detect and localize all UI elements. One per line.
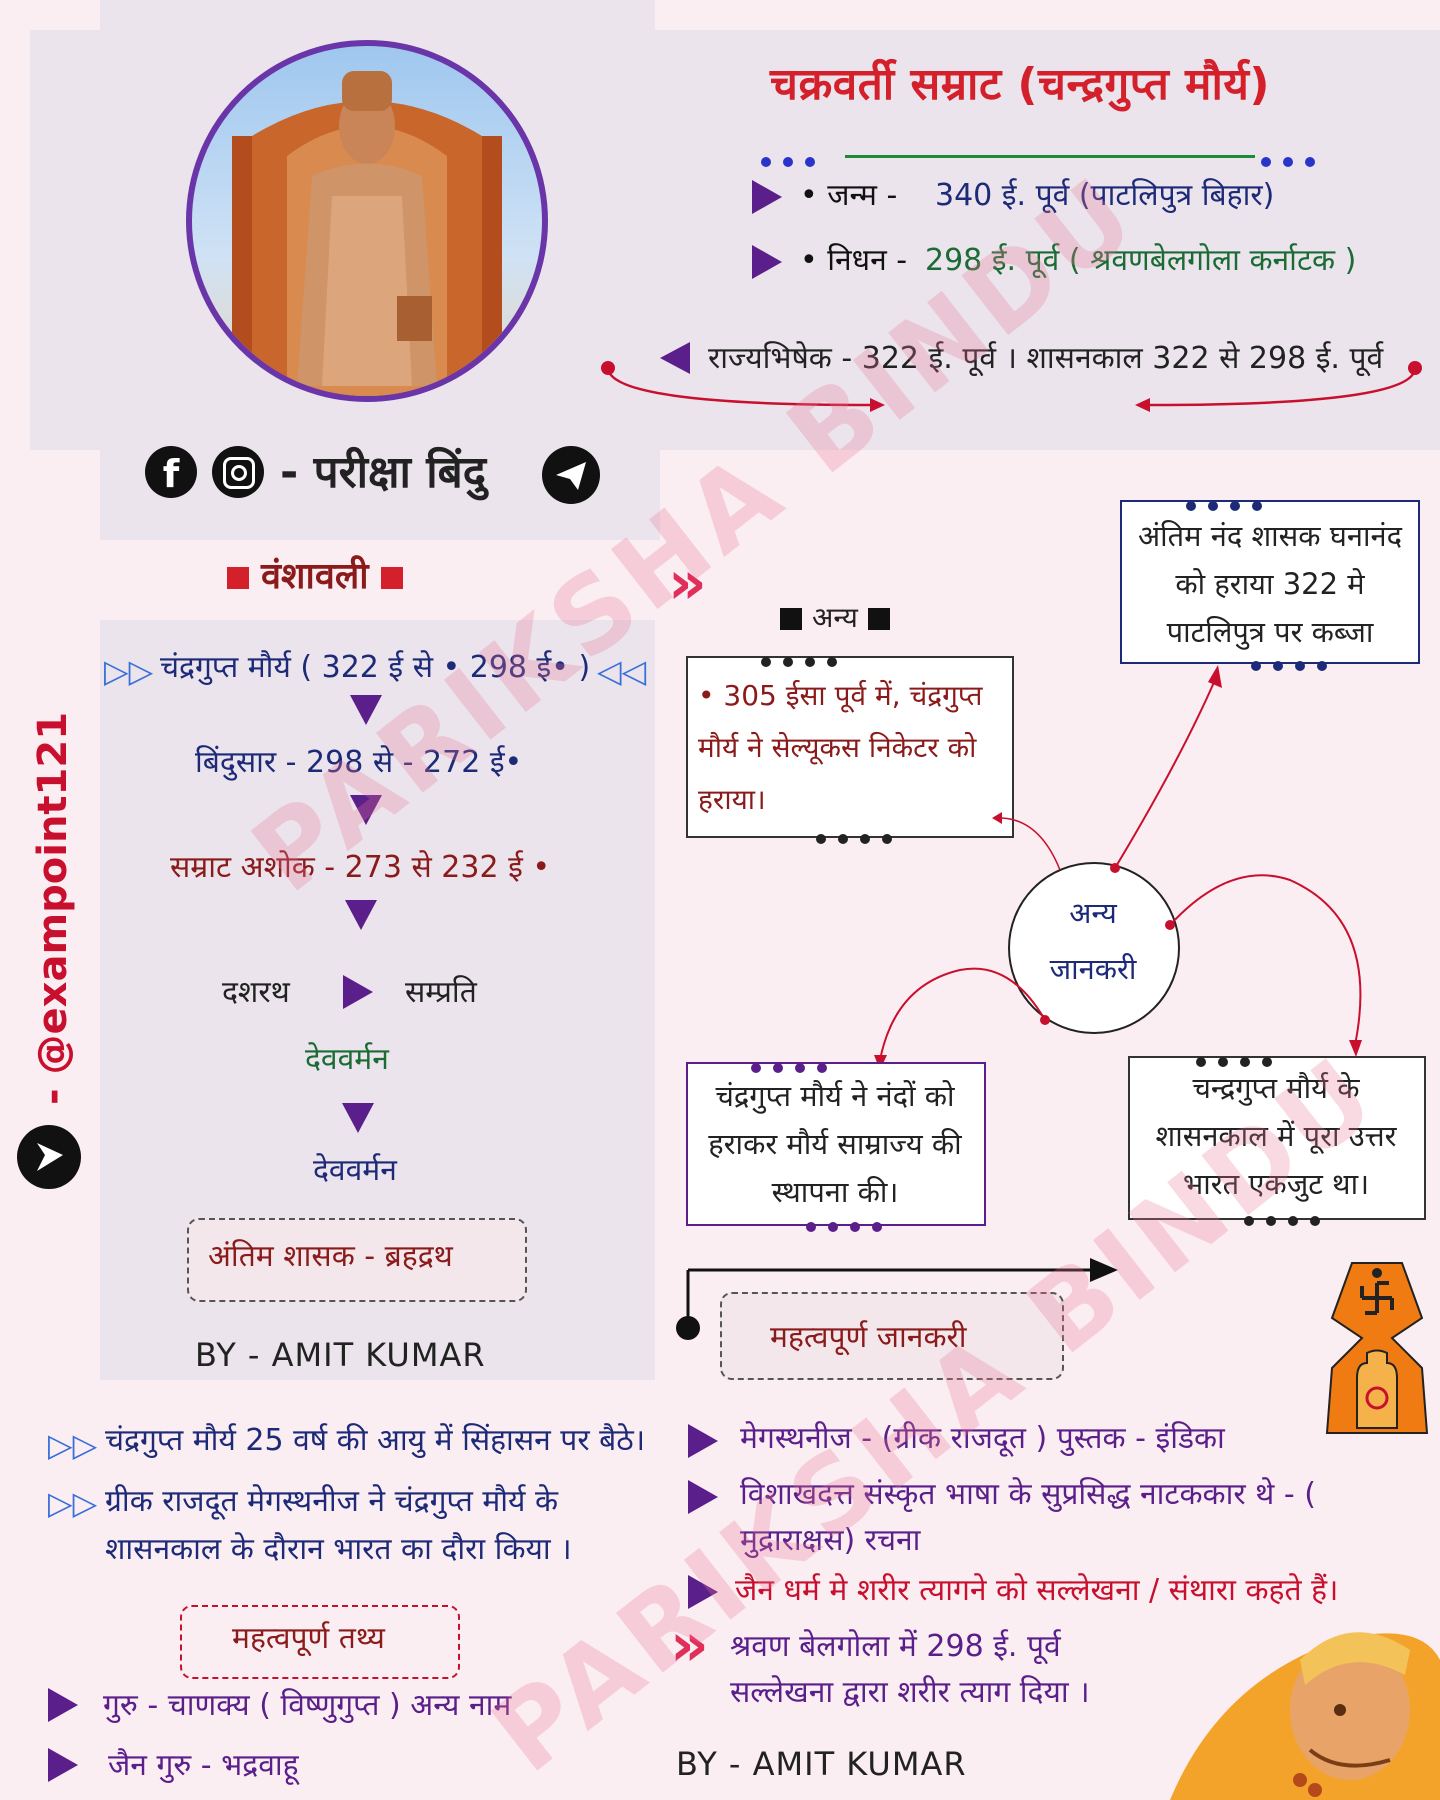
death-arrow-icon	[752, 245, 782, 279]
jain-emblem-icon	[1325, 1262, 1429, 1434]
seleucus-box-dots-bottom	[810, 829, 898, 848]
page-title: चक्रवर्ती सम्राट (चन्द्रगुप्त मौर्य)	[770, 59, 1271, 110]
lineage-end-icon: ◁◁	[597, 652, 647, 690]
side-telegram-icon[interactable]	[17, 1125, 81, 1189]
empire-box	[686, 1062, 986, 1226]
portrait-frame	[186, 40, 548, 402]
coronation-arrow-icon	[660, 342, 690, 374]
title-underline	[755, 150, 1325, 167]
lineage-heading-text: वंशावली	[261, 556, 369, 597]
lineage-start-icon: ▷▷	[104, 652, 154, 690]
lineage-heading: वंशावली	[215, 550, 415, 599]
lineage-arrow-1	[350, 695, 382, 725]
lineage-arrow-3	[345, 900, 377, 930]
fact1-text: चंद्रगुप्त मौर्य 25 वर्ष की आयु में सिंह…	[105, 1423, 646, 1458]
unite-box	[1128, 1056, 1426, 1220]
vishakhadatta-text: विशाखदत्त संस्कृत भाषा के सुप्रसिद्ध नाट…	[740, 1477, 1316, 1558]
nanda-box	[1120, 500, 1420, 664]
death-value: 298 ई. पूर्व ( श्रवणबेलगोला कर्नाटक )	[925, 243, 1357, 278]
lineage-author: BY - AMIT KUMAR	[195, 1336, 486, 1374]
brand-name: - परीक्षा बिंदु	[280, 447, 487, 498]
lineage-arrow-side	[343, 975, 373, 1009]
birth-value: 340 ई. पूर्व (पाटलिपुत्र बिहार)	[935, 178, 1275, 213]
nanda-box-dots-top	[1180, 496, 1268, 515]
birth-label: • जन्म -	[800, 178, 898, 213]
sallekhana-arrow-icon	[688, 1575, 718, 1609]
nanda-box-text: अंतिम नंद शासक घनानंद को हराया 322 मे पा…	[1137, 519, 1403, 649]
birth-arrow-icon	[752, 180, 782, 214]
guru-arrow-icon	[48, 1688, 78, 1722]
unite-box-dots-top	[1190, 1052, 1278, 1071]
bottom-author: BY - AMIT KUMAR	[676, 1745, 967, 1783]
lineage-item-bindusara: बिंदुसार - 298 से - 272 ई•	[195, 745, 523, 780]
unite-box-text: चन्द्रगुप्त मौर्य के शासनकाल में पूरा उत…	[1155, 1071, 1397, 1201]
megasthenes-arrow-icon	[688, 1424, 718, 1458]
telegram-icon[interactable]	[542, 446, 600, 504]
empire-box-dots-top	[745, 1058, 833, 1077]
shravana-chevron-icon: »	[670, 1610, 709, 1680]
jain-guru-text: जैन गुरु - भद्रवाहू	[108, 1748, 299, 1783]
other-heading-text: अन्य	[812, 601, 858, 634]
coronation-curves	[601, 361, 1422, 412]
important-info-box	[720, 1292, 1064, 1380]
coronation-text: राज्यभिषेक - 322 ई. पूर्व । शासनकाल 322 …	[708, 341, 1384, 376]
seleucus-box-dots-top	[755, 652, 843, 671]
empire-box-text: चंद्रगुप्त मौर्य ने नंदों को हराकर मौर्य…	[708, 1079, 962, 1209]
lineage-arrow-4	[342, 1103, 374, 1133]
last-ruler-box	[187, 1218, 527, 1302]
facts-label-box	[180, 1605, 460, 1679]
megasthenes-text: मेगस्थनीज - (ग्रीक राजदूत ) पुस्तक - इंड…	[740, 1421, 1225, 1456]
chanakya-illustration	[1170, 1632, 1440, 1800]
empire-box-dots-bottom	[800, 1217, 888, 1236]
lineage-item-devavarman-2: देववर्मन	[313, 1153, 397, 1188]
facebook-icon[interactable]: f	[145, 446, 197, 498]
unite-box-dots-bottom	[1238, 1211, 1326, 1230]
mindmap-chevron-icon: »	[668, 548, 707, 618]
lineage-item-devavarman-1: देववर्मन	[305, 1042, 389, 1077]
fact1-icon: ▷▷	[48, 1426, 98, 1464]
fact2-text: ग्रीक राजदूत मेगस्थनीज ने चंद्रगुप्त मौर…	[105, 1484, 572, 1567]
shravana-text: श्रवण बेलगोला में 298 ई. पूर्व सल्लेखना …	[730, 1629, 1090, 1710]
sallekhana-text: जैन धर्म मे शरीर त्यागने को सल्लेखना / स…	[735, 1573, 1339, 1608]
facts-label-text: महत्वपूर्ण तथ्य	[232, 1621, 385, 1656]
important-info-text: महत्वपूर्ण जानकरी	[770, 1320, 967, 1355]
death-label: • निधन -	[800, 243, 908, 278]
lineage-item-samprati: सम्प्रति	[405, 975, 477, 1010]
jain-guru-arrow-icon	[48, 1748, 78, 1782]
last-ruler-text: अंतिम शासक - ब्रहद्रथ	[208, 1239, 453, 1274]
lineage-arrow-2	[350, 795, 382, 825]
center-circle-text: अन्य जानकरी	[1049, 896, 1137, 986]
seleucus-box	[686, 656, 1014, 838]
vishakhadatta-arrow-icon	[688, 1480, 718, 1514]
instagram-icon[interactable]	[212, 446, 264, 498]
guru-text: गुरु - चाणक्य ( विष्णुगुप्त ) अन्य नाम	[103, 1688, 512, 1723]
lineage-item-chandragupta: चंद्रगुप्त मौर्य ( 322 ई से • 298 ई• )	[160, 650, 591, 685]
lineage-item-ashoka: सम्राट अशोक - 273 से 232 ई •	[170, 850, 551, 885]
top-right-blank	[655, 0, 1440, 30]
other-heading: अन्य	[770, 598, 900, 636]
fact2-icon: ▷▷	[48, 1484, 98, 1522]
statue-image	[232, 71, 502, 396]
nanda-box-dots-bottom	[1245, 656, 1333, 675]
lineage-item-dasharatha: दशरथ	[222, 975, 290, 1010]
seleucus-box-text: • 305 ईसा पूर्व में, चंद्रगुप्त मौर्य ने…	[698, 679, 983, 816]
